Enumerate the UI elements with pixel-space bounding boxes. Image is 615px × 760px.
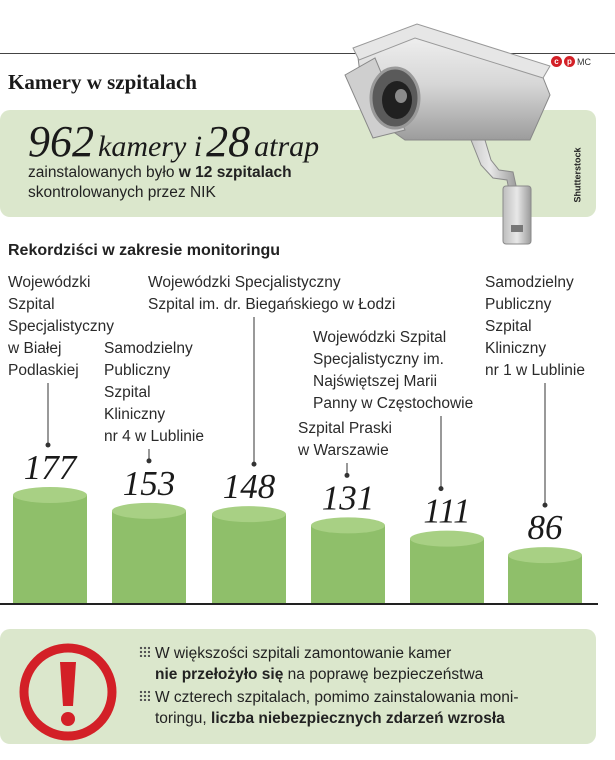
note-2-line-1: W czterech szpitalach, pomimo zainstalow… bbox=[155, 689, 519, 706]
bar bbox=[410, 538, 484, 604]
highlight-line-1: zainstalowanych było w 12 szpitalach bbox=[28, 164, 292, 182]
top-rule bbox=[0, 53, 615, 54]
category-label: Samodzielny Publiczny Szpital Kliniczny nr 4… bbox=[104, 340, 204, 445]
note-2: W czterech szpitalach, pomimo zainstalow… bbox=[139, 687, 579, 729]
bar-top bbox=[410, 530, 484, 547]
category-label: Wojewódzki Szpital Specjalistyczny im. Naj… bbox=[313, 329, 473, 412]
bar bbox=[212, 514, 286, 604]
note-2-line-2: toringu, bbox=[155, 710, 212, 727]
bar bbox=[311, 525, 385, 604]
bar bbox=[112, 510, 186, 604]
bar-top bbox=[508, 547, 582, 564]
camera-count: 962 bbox=[28, 117, 94, 166]
category-label: Samodzielny Publiczny Szpital Kliniczny nr 1… bbox=[485, 274, 585, 379]
bars-layer bbox=[13, 487, 582, 604]
note-1: W większości szpitali zamontowanie kamer… bbox=[139, 643, 559, 685]
labels-layer: 177 Wojewódzki Szpital Specjalistyczny w Bia… bbox=[7, 274, 585, 547]
leader-dot bbox=[251, 461, 257, 467]
leader-dot bbox=[542, 502, 548, 508]
leader-lines-layer bbox=[45, 317, 548, 508]
highlight-line-1-bold: w 12 szpitalach bbox=[178, 164, 292, 181]
value-label: 177 bbox=[24, 448, 78, 487]
highlight-line-1-plain: zainstalowanych było bbox=[28, 164, 179, 181]
exclamation-circle-icon bbox=[19, 643, 117, 741]
brand-p-icon: p bbox=[564, 56, 575, 67]
headline: 962 kamery i 28 atrap bbox=[28, 116, 319, 167]
value-label: 86 bbox=[528, 508, 564, 547]
bar-top bbox=[13, 487, 87, 503]
photo-credit: Shutterstock bbox=[573, 143, 593, 213]
brand-logo: c p MC bbox=[551, 56, 591, 67]
bar-top bbox=[212, 506, 286, 523]
value-label: 153 bbox=[123, 464, 176, 503]
value-label: 131 bbox=[322, 478, 375, 517]
dummy-word: atrap bbox=[254, 130, 320, 163]
bar bbox=[508, 555, 582, 604]
category-label: Wojewódzki Szpital Specjalistyczny w Białej… bbox=[7, 274, 114, 379]
category-label: Wojewódzki Specjalistyczny Szpital im. dr… bbox=[148, 274, 395, 313]
bar-chart: 177 Wojewódzki Szpital Specjalistyczny w Bia… bbox=[0, 274, 598, 605]
brand-c-icon: c bbox=[551, 56, 562, 67]
camera-word: kamery i bbox=[98, 130, 203, 163]
leader-dot bbox=[438, 486, 444, 492]
leader-dot bbox=[146, 458, 152, 464]
bar-top bbox=[112, 502, 186, 519]
value-label: 148 bbox=[223, 467, 276, 506]
leader-dot bbox=[344, 472, 350, 478]
security-camera-icon bbox=[344, 23, 551, 245]
bar bbox=[13, 495, 87, 604]
note-1-bold: nie przełożyło się bbox=[155, 666, 284, 683]
note-1-line-1: W większości szpitali zamontowanie kamer bbox=[155, 645, 452, 662]
bar-top bbox=[311, 517, 385, 534]
category-label: Szpital Praski w Warszawie bbox=[297, 420, 392, 459]
photo-credit-text: Shutterstock bbox=[572, 147, 583, 203]
chart-title: Rekordziści w zakresie monitoringu bbox=[8, 242, 281, 259]
value-label: 111 bbox=[423, 492, 470, 531]
dummy-count: 28 bbox=[206, 117, 251, 166]
brand-mc: MC bbox=[577, 56, 591, 67]
page-title: Kamery w szpitalach bbox=[8, 70, 197, 94]
note-1-line-2: na poprawę bezpieczeństwa bbox=[283, 666, 484, 683]
leader-dot bbox=[45, 442, 51, 448]
highlight-line-2: skontrolowanych przez NIK bbox=[28, 184, 216, 201]
dot-grid-icon bbox=[139, 646, 150, 657]
dot-grid-icon bbox=[139, 690, 150, 701]
note-2-bold: liczba niebezpiecznych zdarzeń wzrosła bbox=[211, 710, 505, 727]
